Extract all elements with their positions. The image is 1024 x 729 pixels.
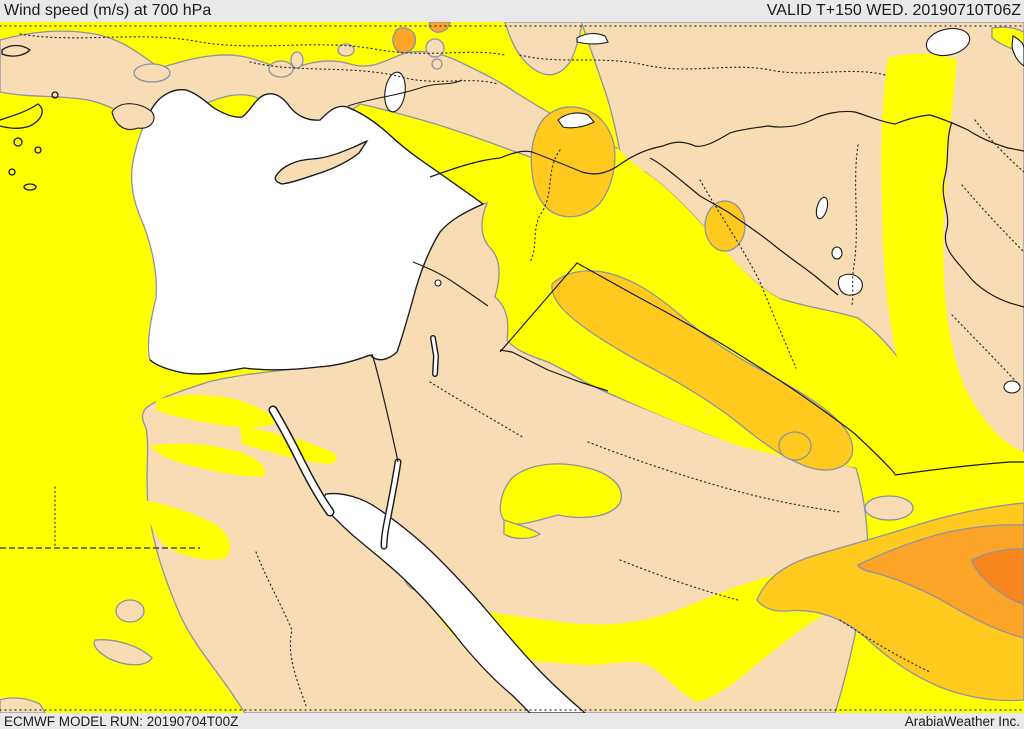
model-run-label: ECMWF MODEL RUN: 20190704T00Z <box>4 713 239 729</box>
brand-label: ArabiaWeather Inc. <box>904 713 1020 729</box>
map-canvas <box>0 22 1024 713</box>
lakes-and-small-seas <box>384 27 1024 394</box>
high-wind-orange-regions <box>392 22 1024 702</box>
caspian-edge-water <box>1011 35 1024 67</box>
lake-tuz <box>384 71 406 113</box>
red-sea-white-region <box>268 405 586 713</box>
coastlines <box>0 44 1024 476</box>
lake-van <box>925 27 971 57</box>
wind-speed-map <box>0 22 1024 713</box>
rhodes-island <box>111 103 155 130</box>
header-bar: Wind speed (m/s) at 700 hPa VALID T+150 … <box>0 0 1024 22</box>
admin-dotted-lines <box>0 25 1024 711</box>
map-title: Wind speed (m/s) at 700 hPa <box>4 2 212 19</box>
valid-time-label: VALID T+150 WED. 20190710T06Z <box>766 2 1021 19</box>
footer-bar: ECMWF MODEL RUN: 20190704T00Z ArabiaWeat… <box>0 713 1024 729</box>
lake-assad <box>557 112 595 129</box>
country-borders <box>347 79 1024 475</box>
